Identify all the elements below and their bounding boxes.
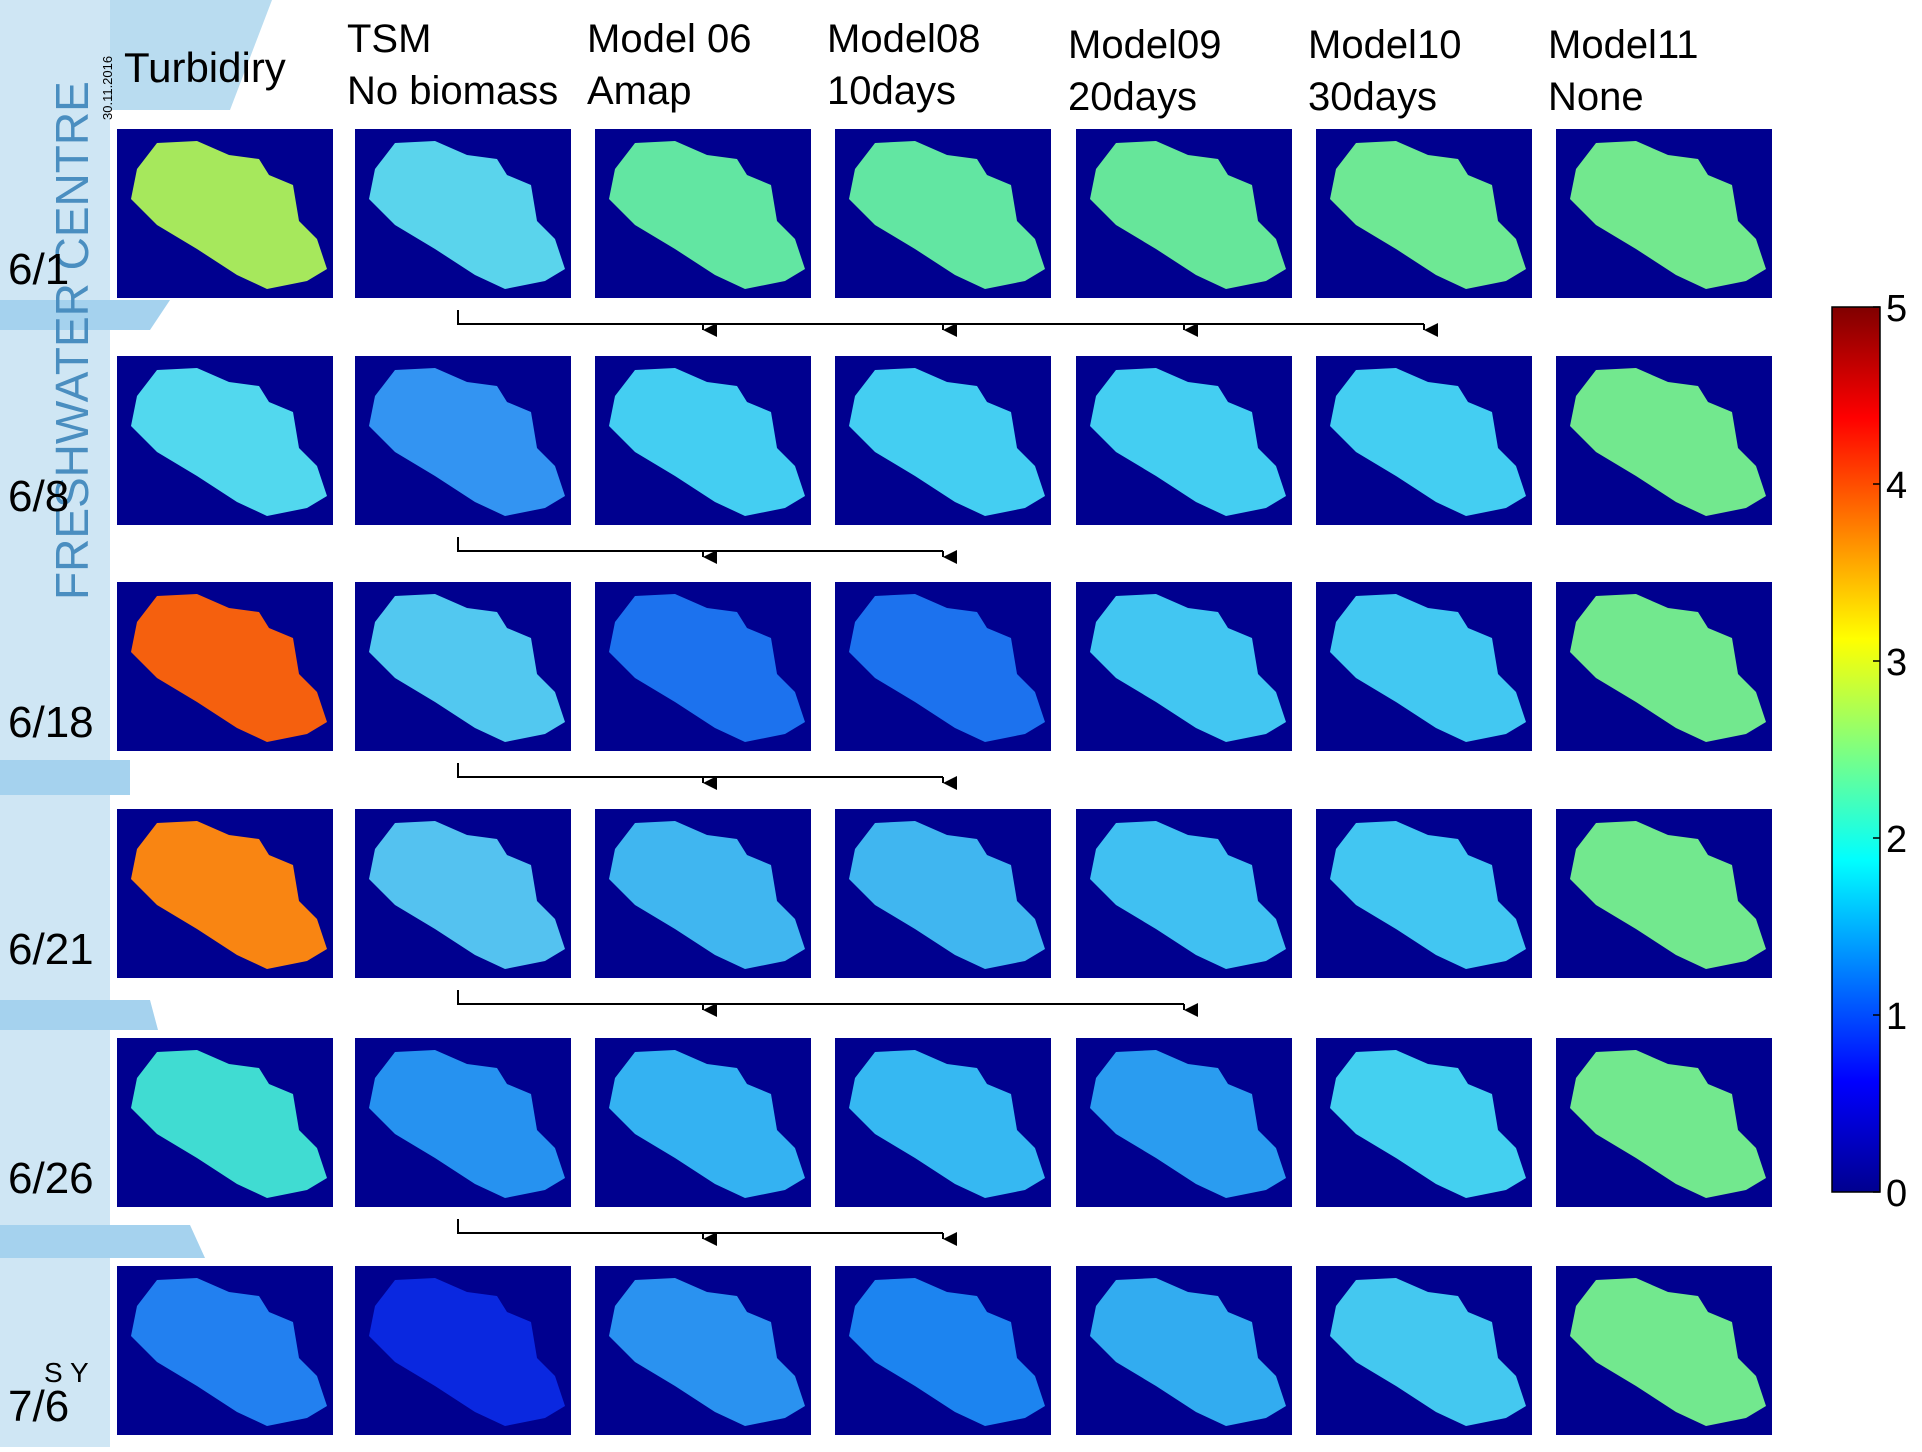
connector: [458, 1219, 943, 1233]
row-label: 6/26: [8, 1154, 94, 1203]
side-stripe: [0, 760, 130, 795]
connector: [458, 310, 1424, 324]
colorbar: [1832, 307, 1880, 1192]
figure: FRESHWATER CENTRE 30.11.2016 S Y Turbidi…: [0, 0, 1922, 1447]
colorbar-tick-label: 4: [1886, 465, 1907, 507]
row-label: 6/18: [8, 698, 94, 747]
column-subtitle: 10days: [827, 69, 956, 113]
colorbar-tick-label: 1: [1886, 996, 1907, 1038]
colorbar-tick-label: 5: [1886, 288, 1907, 330]
column-subtitle: 20days: [1068, 75, 1197, 119]
colorbar-tick-label: 2: [1886, 819, 1907, 861]
column-title: Model 06: [587, 17, 752, 61]
date-text: 30.11.2016: [100, 56, 115, 120]
column-subtitle: None: [1548, 75, 1644, 119]
column-title: Model10: [1308, 23, 1461, 67]
row-label: 6/8: [8, 472, 69, 521]
column-subtitle: 30days: [1308, 75, 1437, 119]
row-label: 6/21: [8, 925, 94, 974]
colorbar-tick-label: 0: [1886, 1173, 1907, 1215]
side-stripe: [0, 1225, 205, 1258]
connector: [458, 763, 943, 777]
column-title: Model09: [1068, 23, 1221, 67]
side-stripe: [0, 1000, 158, 1030]
column-title: Model11: [1548, 23, 1698, 67]
row-label: 7/6: [8, 1382, 69, 1431]
first-header: Turbidiry: [124, 44, 286, 91]
brand-text: FRESHWATER CENTRE: [46, 81, 98, 600]
connector: [458, 990, 1184, 1004]
colorbar-tick-label: 3: [1886, 642, 1907, 684]
column-title: Model08: [827, 17, 980, 61]
row-label: 6/1: [8, 245, 69, 294]
connector: [458, 537, 943, 551]
column-title: TSM: [347, 17, 431, 61]
column-subtitle: Amap: [587, 69, 692, 113]
column-subtitle: No biomass: [347, 69, 558, 113]
